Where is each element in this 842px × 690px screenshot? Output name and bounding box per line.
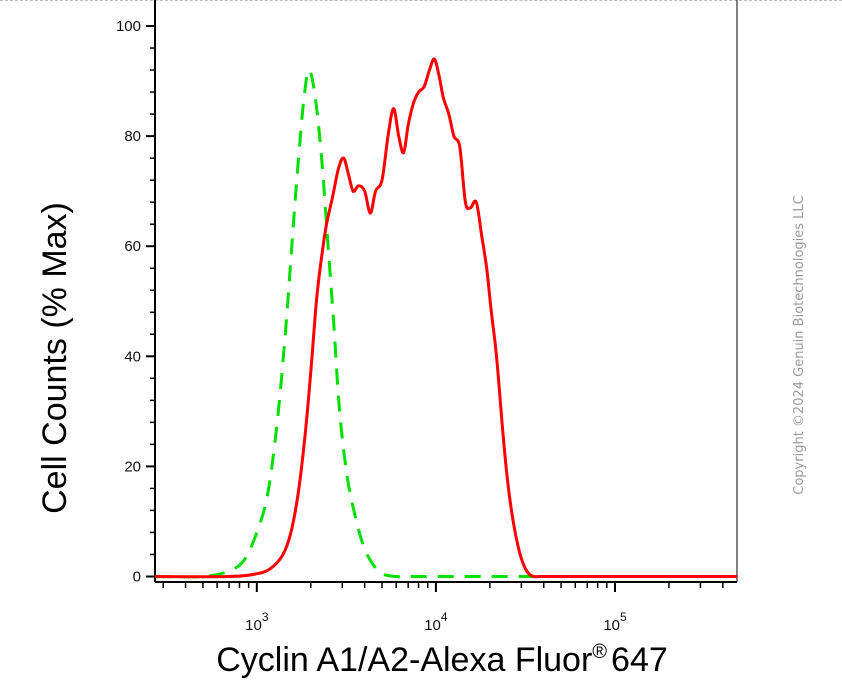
x-tick-label: 104 <box>424 610 448 634</box>
x-tick-label: 105 <box>603 610 627 634</box>
copyright-watermark: Copyright ©2024 Genuin Biotechnologies L… <box>792 195 807 494</box>
y-axis-title: Cell Counts (% Max) <box>36 202 74 514</box>
series-layer <box>154 57 737 579</box>
x-tick-label: 103 <box>245 610 269 634</box>
y-tick-label: 80 <box>124 128 141 145</box>
y-tick-label: 0 <box>133 568 141 585</box>
y-tick-label: 40 <box>124 348 141 365</box>
x-axis-title: Cyclin A1/A2-Alexa Fluor® 647 <box>216 641 668 679</box>
y-tick-label: 60 <box>124 238 141 255</box>
sample-histogram-line <box>154 57 737 579</box>
axes-group <box>154 0 738 583</box>
y-ticks-group: 0 20 40 60 80 100 <box>116 18 155 585</box>
x-axis-title-suffix: 647 <box>611 641 668 679</box>
x-axis-title-main: Cyclin A1/A2-Alexa Fluor <box>216 641 592 679</box>
x-ticks-group: 103 104 105 <box>162 582 724 634</box>
control-histogram-dashed-line <box>154 68 737 579</box>
y-tick-label: 100 <box>116 18 141 35</box>
x-axis-title-registered-mark: ® <box>592 641 607 663</box>
y-tick-label: 20 <box>124 458 141 475</box>
top-border-dash <box>0 0 842 1</box>
